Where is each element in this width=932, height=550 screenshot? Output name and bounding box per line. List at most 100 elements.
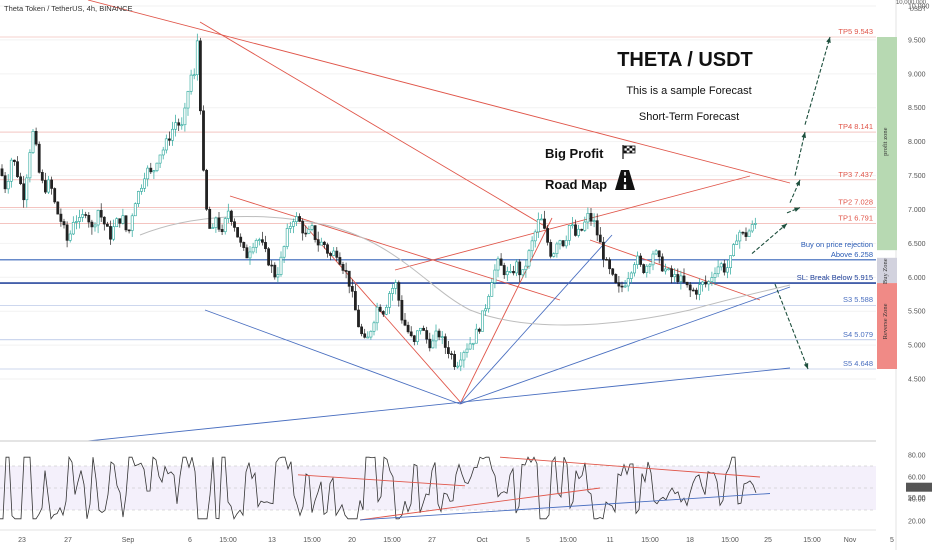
candle-body [28,152,32,179]
candle-body [205,169,209,210]
candle-body [3,175,7,190]
candle-body [561,240,565,247]
candle-body [713,273,717,278]
time-tick-label: 13 [268,537,276,544]
zones: profit zone Buy Zone Reverse Zone [877,37,897,369]
candle-body [412,335,416,342]
candle-body [347,270,351,287]
candle-body [291,221,295,227]
candle-body [158,154,162,164]
forecast-arrow [751,223,788,254]
candle-body [670,268,674,278]
level-label: Buy on price rejection [801,240,873,249]
time-tick-label: 27 [64,537,72,544]
candle-body [539,218,543,221]
time-tick-label: 15:00 [219,537,237,544]
candle-body [115,218,119,228]
candle-body [19,176,23,185]
candle-body [214,217,218,228]
candle-body [741,231,745,234]
candle-body [267,248,271,266]
candle-body [285,228,289,247]
candle-body [0,168,4,176]
time-tick-label: 23 [18,537,26,544]
scale-unit: USDT [909,7,926,13]
price-tick-label: 7.500 [908,173,926,180]
road-map-label: Road Map [545,177,607,192]
candle-body [490,282,494,297]
rsi-tick-label: 80.00 [908,453,926,460]
candle-body [546,228,550,243]
candle-body [570,224,574,227]
candle-body [313,225,317,240]
trendline [199,21,549,229]
candle-body [168,138,171,141]
candle-body [722,263,726,273]
forecast-arrowhead [826,37,831,43]
candle-body [84,214,88,216]
candle-body [611,268,615,275]
forecast-arrows [751,36,831,370]
price-tick-label: 8.000 [908,139,926,146]
candle-body [13,159,16,162]
candle-body [226,210,230,219]
candle-body [586,213,590,223]
level-label: TP5 9.543 [838,27,873,36]
candle-body [543,218,546,229]
trendline [459,217,553,405]
candle-body [372,322,376,332]
level-label: S3 5.588 [843,295,873,304]
candle-body [518,261,522,276]
scale-selector[interactable]: 10,000.000 USDT [896,0,926,14]
price-tick-label: 5.000 [908,343,926,350]
candle-body [462,352,466,361]
candle-body [549,242,553,257]
candle-body [87,215,91,223]
candle-body [620,285,624,288]
forecast-arrowhead [803,363,809,369]
trendline [204,309,461,405]
buy-zone [877,257,897,284]
candle-body [189,74,193,92]
candle-body [140,187,143,192]
candle-body [288,226,292,229]
level-label: TP2 7.028 [838,198,873,207]
time-tick-label: 6 [188,537,192,544]
candle-body [468,343,472,350]
forecast-arrow [804,36,831,125]
candle-body [632,264,636,274]
time-tick-label: 15:00 [559,537,577,544]
candle-body [47,179,50,193]
candle-body [264,242,267,250]
candle-body [419,327,422,332]
rsi-tick-label: 60.00 [908,475,926,482]
reverse-zone [877,283,897,369]
candle-body [50,179,54,189]
candle-body [496,258,500,271]
candle-body [391,288,395,294]
candle-body [691,289,695,292]
buy-zone-label: Buy Zone [882,258,889,284]
candle-body [326,244,329,254]
candle-body [716,266,720,275]
candle-body [704,281,708,285]
candle-body [583,221,587,231]
candle-body [106,223,109,227]
candle-body [341,264,345,271]
candle-body [642,264,646,273]
trendline [87,0,791,184]
big-profit-label: Big Profit [545,146,604,161]
candle-body [335,250,339,258]
candle-body [322,241,326,245]
candle-body [564,240,568,247]
candle-body [62,221,66,226]
time-tick-label: 20 [348,537,356,544]
candle-body [719,263,723,268]
overlay-title: THETA / USDT [617,49,753,71]
levels: TP5 9.543 TP4 8.141 TP3 7.437 TP2 7.028 TP1 … [0,27,876,370]
candle-body [574,224,577,236]
candle-body [251,246,255,253]
candle-body [453,354,457,368]
candle-body [236,227,240,238]
